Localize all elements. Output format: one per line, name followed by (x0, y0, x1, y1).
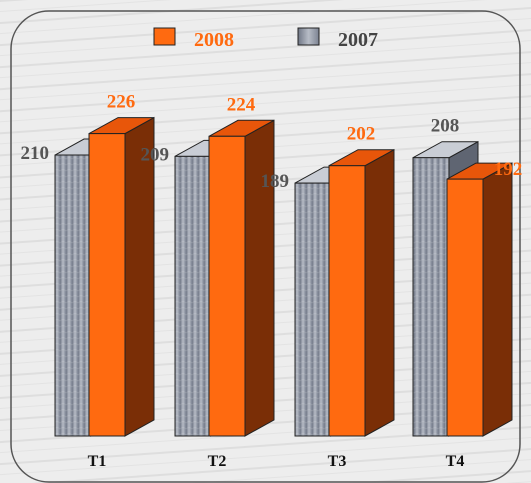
bar-2008-t1 (88, 116, 155, 437)
label-2008-t1: 226 (107, 92, 136, 113)
legend-label-2007: 2007 (338, 29, 378, 51)
tick-label-t2: T2 (208, 453, 227, 470)
bar-2008-t4-front (446, 178, 484, 437)
label-2008-t2: 224 (227, 94, 256, 115)
bar-2008-t1-side (124, 116, 155, 437)
label-2007-t1: 210 (21, 143, 50, 164)
bars-layer (54, 116, 513, 437)
bar-2008-t4 (446, 162, 513, 437)
bar-2007-t3-front (294, 182, 332, 437)
legend-swatch-2008 (153, 27, 176, 46)
label-2007-t3: 189 (261, 171, 290, 192)
labels-layer: 210 226 T1 209 224 T2 189 202 T3 208 192 T4 (21, 92, 523, 470)
legend-swatch-2007 (297, 27, 320, 46)
bar-2008-t3-front (328, 165, 366, 437)
legend: 2008 2007 (153, 27, 378, 51)
bar-2008-t3-side (364, 148, 395, 437)
label-2007-t2: 209 (141, 144, 170, 165)
tick-label-t1: T1 (88, 453, 107, 470)
bar-2008-t2-side (244, 119, 275, 437)
label-2008-t4: 192 (494, 159, 523, 180)
bar-2007-t1-front (54, 154, 92, 437)
bar-2007-t2-front (174, 155, 212, 437)
tick-label-t3: T3 (328, 453, 347, 470)
plot-frame (10, 10, 521, 483)
bar-2007-t4-front (412, 157, 450, 437)
tick-label-t4: T4 (446, 453, 465, 470)
bar-2008-t3 (328, 148, 395, 437)
bar-2008-t4-side (482, 162, 513, 437)
bar-2008-t1-front (88, 133, 126, 437)
label-2007-t4: 208 (431, 116, 460, 137)
bar-2008-t2 (208, 119, 275, 437)
legend-label-2008: 2008 (194, 29, 234, 51)
label-2008-t3: 202 (347, 124, 376, 145)
bar-2008-t2-front (208, 135, 246, 437)
